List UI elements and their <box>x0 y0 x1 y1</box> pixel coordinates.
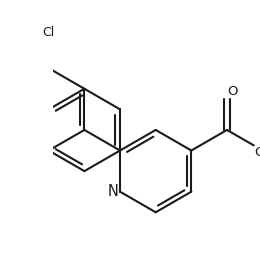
Text: Cl: Cl <box>43 26 55 39</box>
Text: O: O <box>255 146 260 159</box>
Text: O: O <box>228 85 238 98</box>
Text: N: N <box>108 184 119 199</box>
